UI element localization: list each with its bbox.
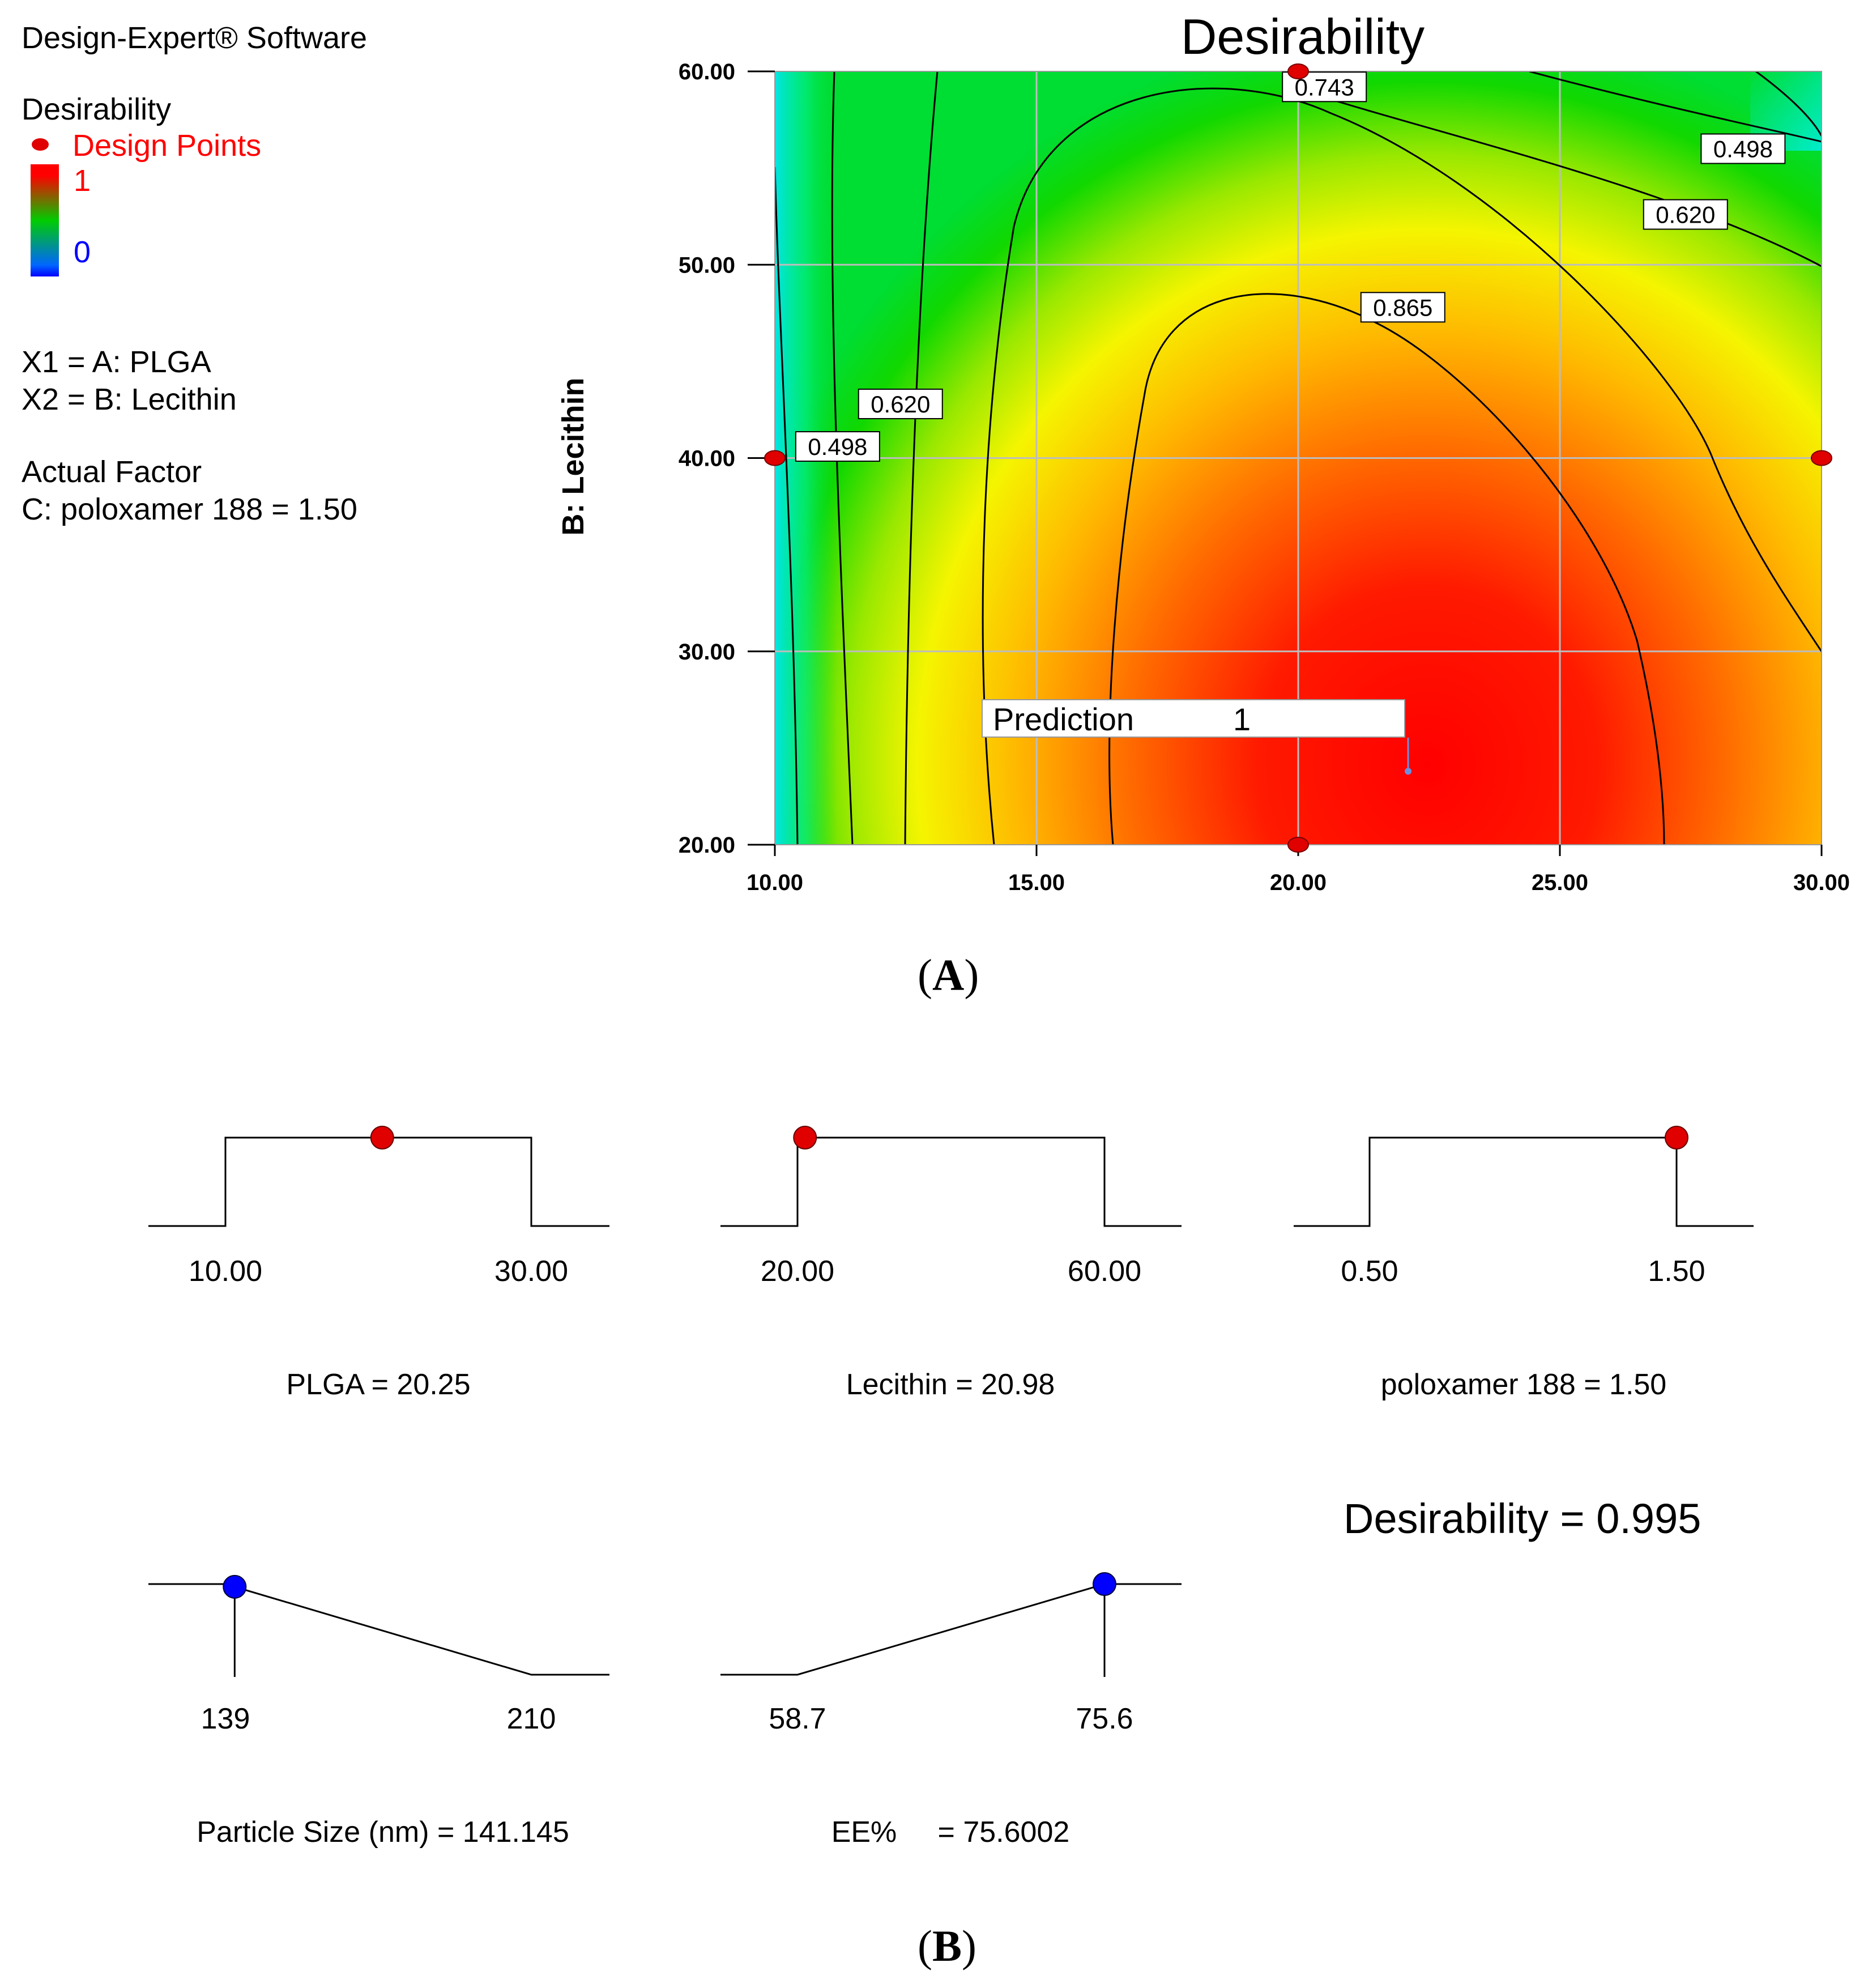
factor-ramp-point xyxy=(370,1126,394,1150)
prediction-label: Prediction xyxy=(993,701,1135,737)
prediction-marker xyxy=(1405,738,1412,775)
particle-low: 139 xyxy=(201,1702,250,1735)
design-point xyxy=(1811,450,1832,466)
prediction-point xyxy=(1405,768,1412,775)
caption-b-letter: B xyxy=(932,1921,962,1970)
y-tick-label: 50.00 xyxy=(679,253,735,278)
legend-response-name: Desirability xyxy=(22,92,172,126)
caption-b: (B) xyxy=(918,1921,976,1970)
y-tick-label: 60.00 xyxy=(679,59,735,84)
contour-line-0.620-left-a xyxy=(831,71,854,845)
response-ramp-line xyxy=(148,1583,609,1676)
y-tick-label: 30.00 xyxy=(679,640,735,665)
actual-factor-value: C: poloxamer 188 = 1.50 xyxy=(22,492,357,526)
contour-label: 0.620 xyxy=(1656,202,1715,228)
design-point xyxy=(1287,837,1309,853)
poloxamer-high: 1.50 xyxy=(1648,1255,1705,1288)
contour-labels: 10.00 15.00 20.00 25.00 30.00 20.00 30.00 40.00… xyxy=(679,59,1850,895)
factor-ramp-line xyxy=(148,1136,609,1227)
poloxamer-low: 0.50 xyxy=(1341,1255,1398,1288)
contour-title: Desirability xyxy=(1180,8,1425,65)
legend-x1: X1 = A: PLGA xyxy=(22,345,211,379)
plga-label: PLGA = 20.25 xyxy=(286,1368,471,1401)
actual-factor-heading: Actual Factor xyxy=(22,455,202,489)
plga-low: 10.00 xyxy=(188,1255,263,1288)
contour-label: 0.620 xyxy=(871,391,930,418)
response-ramp-point xyxy=(1093,1572,1117,1596)
caption-a: (A) xyxy=(918,950,979,999)
factor-ramp-point xyxy=(1665,1126,1688,1150)
lecithin-high: 60.00 xyxy=(1067,1255,1142,1288)
contour-label-box xyxy=(858,388,943,419)
particle-label: Particle Size (nm) = 141.145 xyxy=(197,1816,569,1849)
ee-low: 58.7 xyxy=(769,1702,826,1735)
ee-label: EE% = 75.6002 xyxy=(831,1816,1070,1849)
contour-line-0.743 xyxy=(982,87,1822,845)
design-points xyxy=(764,63,1832,853)
contour-line-0.498-corner xyxy=(1755,71,1822,137)
lecithin-low: 20.00 xyxy=(760,1255,835,1288)
color-scale-min: 0 xyxy=(74,235,91,269)
design-points-legend-label: Design Points xyxy=(72,129,262,163)
contour-line-0.620-right xyxy=(1302,90,1822,267)
contour-label-box xyxy=(1643,199,1728,230)
response-ramp-point xyxy=(223,1574,247,1599)
design-point xyxy=(764,450,786,466)
factor-ramp-point xyxy=(793,1126,817,1150)
x-tick-label: 10.00 xyxy=(747,870,803,895)
caption-a-letter: A xyxy=(932,950,965,999)
contour-label-box xyxy=(1700,133,1786,164)
contour-line-0.498-right xyxy=(1529,71,1822,143)
overall-desirability: Desirability = 0.995 xyxy=(1344,1495,1701,1542)
plga-high: 30.00 xyxy=(494,1255,569,1288)
x-tick-label: 20.00 xyxy=(1270,870,1327,895)
ramps-plot xyxy=(148,1126,1754,1677)
x-tick-label: 30.00 xyxy=(1793,870,1850,895)
y-tick-label: 40.00 xyxy=(679,446,735,471)
design-point xyxy=(1287,63,1309,79)
prediction-value: 1 xyxy=(1233,701,1251,737)
poloxamer-label: poloxamer 188 = 1.50 xyxy=(1380,1368,1667,1401)
color-scale-max: 1 xyxy=(74,164,91,198)
design-points-legend-marker xyxy=(32,138,49,151)
x-tick-label: 25.00 xyxy=(1532,870,1588,895)
contour-label: 0.865 xyxy=(1373,294,1432,321)
contour-line-0.865 xyxy=(1108,293,1665,845)
contour-line-0.498-left xyxy=(775,167,799,845)
color-scale-bar xyxy=(31,164,59,276)
ee-high: 75.6 xyxy=(1076,1702,1133,1735)
contour-label: 0.498 xyxy=(1713,136,1773,163)
lecithin-label: Lecithin = 20.98 xyxy=(846,1368,1055,1401)
contour-label: 0.743 xyxy=(1295,74,1354,100)
contour-line-0.620-left-b xyxy=(904,71,939,845)
particle-high: 210 xyxy=(506,1702,556,1735)
x-tick-label: 15.00 xyxy=(1008,870,1065,895)
contour-label-box xyxy=(795,431,880,462)
contour-label: 0.498 xyxy=(808,433,867,460)
factor-ramp-line xyxy=(1294,1136,1754,1227)
legend-x2: X2 = B: Lecithin xyxy=(22,382,237,416)
prediction-flag: Prediction 1 xyxy=(982,699,1405,738)
y-tick-label: 20.00 xyxy=(679,833,735,858)
contour-plot: 10.00 15.00 20.00 25.00 30.00 20.00 30.00 40.00… xyxy=(679,59,1850,895)
factor-ramp-line xyxy=(720,1136,1182,1227)
response-ramp-line xyxy=(720,1583,1182,1676)
contour-label-box xyxy=(1360,292,1445,323)
software-label: Design-Expert® Software xyxy=(22,21,368,55)
